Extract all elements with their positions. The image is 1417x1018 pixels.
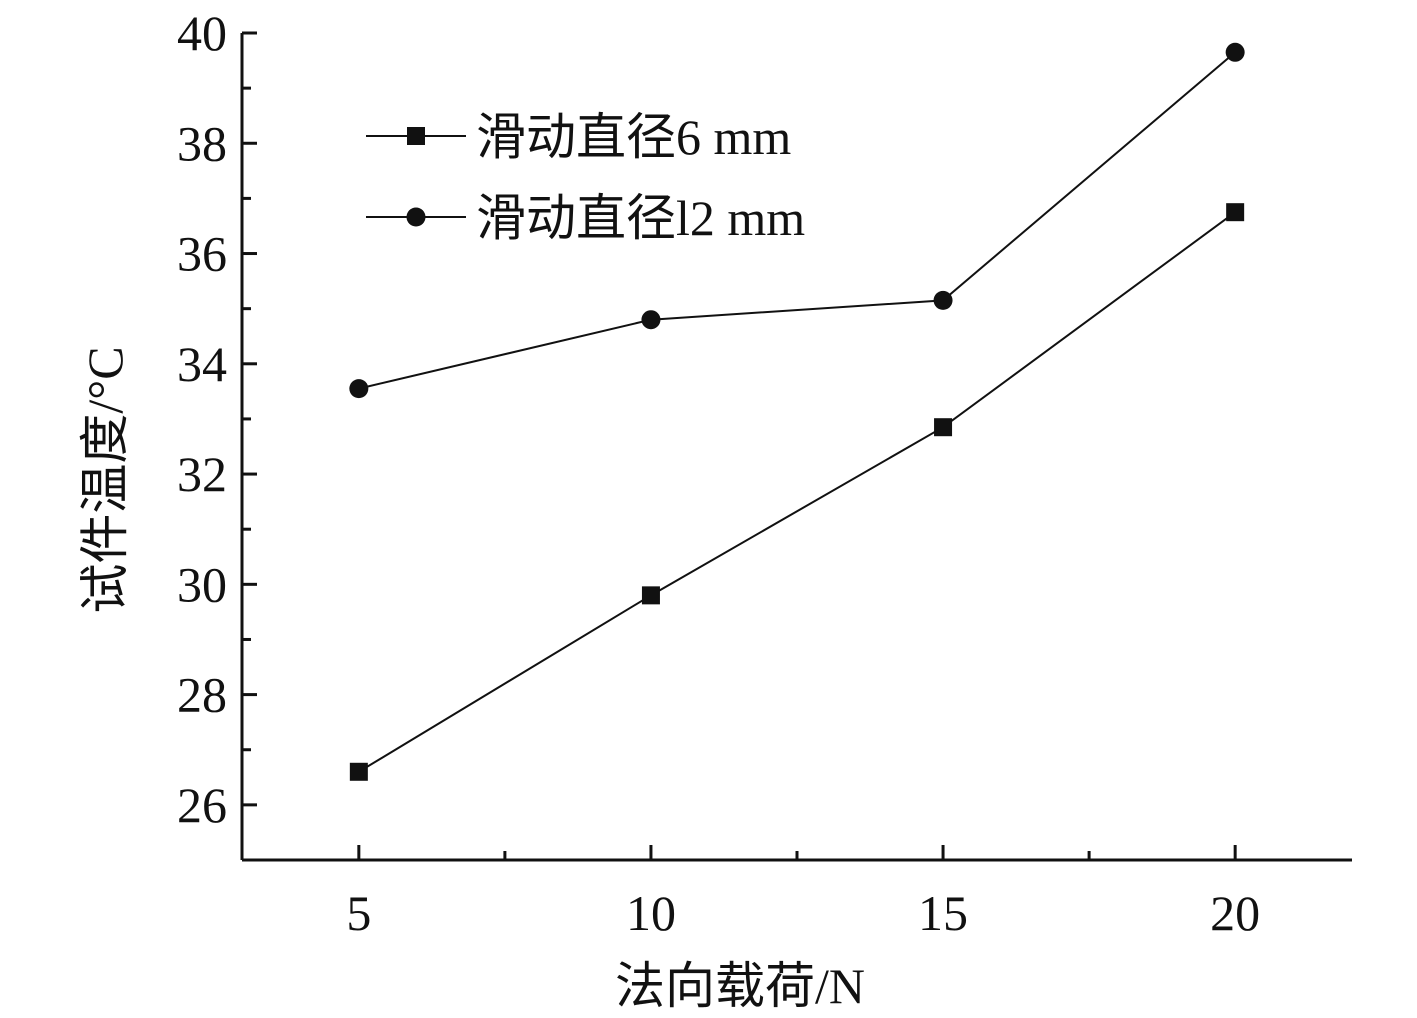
- square-data-point: [934, 418, 953, 437]
- x-tick-label: 10: [626, 885, 676, 941]
- y-tick-label: 40: [177, 5, 227, 61]
- y-tick-label: 32: [177, 446, 227, 502]
- legend-label: 滑动直径6 mm: [476, 109, 791, 165]
- square-data-point: [349, 762, 368, 781]
- circle-data-point: [349, 379, 369, 399]
- legend: 滑动直径6 mm 滑动直径l2 mm: [366, 109, 805, 246]
- y-tick-label: 36: [177, 226, 227, 282]
- legend-square-marker: [407, 127, 425, 145]
- axes: 26 28 30 32 34 36 38 40 5 10 15 20: [177, 5, 1352, 941]
- series-layer: [349, 42, 1245, 781]
- y-tick-label: 26: [177, 777, 227, 833]
- x-axis-title: 法向载荷/N: [615, 958, 865, 1013]
- square-data-point: [1226, 203, 1245, 222]
- series-line: [358, 51, 1236, 390]
- circle-data-point: [1225, 42, 1245, 62]
- square-data-point: [641, 586, 660, 605]
- circle-data-point: [641, 310, 661, 330]
- y-tick-label: 38: [177, 115, 227, 171]
- y-tick-label: 28: [177, 667, 227, 723]
- series-line: [358, 211, 1236, 773]
- y-tick-label: 30: [177, 556, 227, 612]
- x-tick-label: 5: [346, 885, 371, 941]
- x-tick-label: 20: [1210, 885, 1260, 941]
- y-tick-label: 34: [177, 336, 227, 392]
- x-tick-label: 15: [918, 885, 968, 941]
- legend-circle-marker: [406, 207, 426, 227]
- circle-data-point: [933, 290, 953, 310]
- y-axis-title: 试件温度/°C: [77, 346, 133, 613]
- legend-label: 滑动直径l2 mm: [476, 190, 805, 246]
